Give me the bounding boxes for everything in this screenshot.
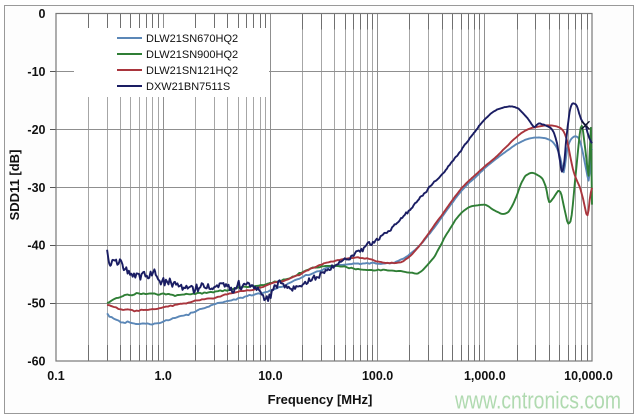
svg-text:-50: -50 xyxy=(27,297,45,311)
svg-text:-60: -60 xyxy=(27,355,45,369)
svg-text:0: 0 xyxy=(39,7,46,21)
svg-text:-40: -40 xyxy=(27,239,45,253)
svg-text:0.1: 0.1 xyxy=(47,369,64,383)
svg-text:SDD11 [dB]: SDD11 [dB] xyxy=(7,150,22,221)
svg-text:-20: -20 xyxy=(27,123,45,137)
svg-text:Frequency [MHz]: Frequency [MHz] xyxy=(268,392,373,407)
svg-text:10.0: 10.0 xyxy=(258,369,282,383)
svg-text:-30: -30 xyxy=(27,181,45,195)
svg-text:-10: -10 xyxy=(27,65,45,79)
svg-text:1,000.0: 1,000.0 xyxy=(464,369,506,383)
svg-text:DLW21SN121HQ2: DLW21SN121HQ2 xyxy=(146,65,238,77)
svg-text:1.0: 1.0 xyxy=(155,369,172,383)
svg-text:DLW21SN900HQ2: DLW21SN900HQ2 xyxy=(146,49,238,61)
svg-text:DLW21SN670HQ2: DLW21SN670HQ2 xyxy=(146,33,238,45)
svg-text:www.cntronics.com: www.cntronics.com xyxy=(454,388,621,415)
svg-text:DXW21BN7511S: DXW21BN7511S xyxy=(146,81,230,93)
svg-text:100.0: 100.0 xyxy=(362,369,393,383)
svg-text:10,000.0: 10,000.0 xyxy=(564,369,613,383)
